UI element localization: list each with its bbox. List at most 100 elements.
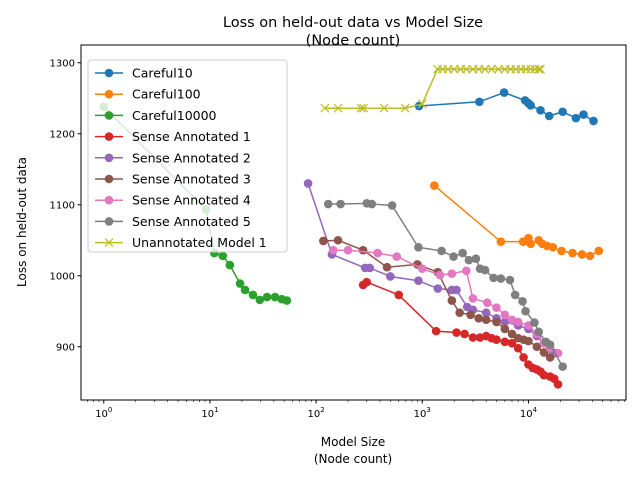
data-point	[536, 106, 545, 115]
legend-marker	[104, 217, 114, 226]
data-point	[323, 199, 333, 209]
data-point	[500, 310, 510, 320]
data-point	[218, 251, 228, 261]
data-point	[458, 248, 467, 258]
data-point	[328, 245, 338, 255]
data-point	[481, 308, 491, 317]
legend-label: Sense Annotated 2	[132, 150, 251, 165]
data-point	[493, 64, 503, 74]
x-tick-label: 102	[308, 406, 325, 420]
data-point	[431, 326, 441, 336]
series-line	[433, 185, 600, 257]
data-point	[255, 295, 265, 305]
data-point	[362, 277, 372, 287]
data-point	[526, 64, 536, 74]
data-point	[435, 270, 445, 280]
series-sense-annotated-4	[328, 245, 563, 358]
data-point	[387, 201, 397, 210]
data-point	[585, 251, 595, 261]
legend: Careful10 Careful100 Careful10000 Sense Ann…	[87, 59, 288, 253]
data-point	[510, 290, 520, 300]
data-point	[481, 315, 491, 325]
data-point	[365, 263, 375, 273]
data-point	[461, 64, 471, 74]
x-tick-label: 104	[520, 406, 538, 420]
data-point	[548, 243, 558, 252]
data-point	[452, 328, 461, 337]
data-point	[557, 246, 566, 256]
data-point	[499, 88, 509, 97]
data-point	[468, 333, 478, 342]
data-point	[333, 235, 343, 245]
data-point	[447, 269, 457, 278]
data-point	[392, 252, 402, 261]
data-point	[449, 252, 458, 261]
data-point	[500, 324, 510, 334]
data-point	[449, 64, 459, 74]
data-point	[460, 329, 469, 339]
data-point	[480, 265, 490, 275]
data-point	[526, 239, 535, 249]
legend-label: Careful10000	[132, 108, 217, 123]
x-tick-label: 101	[201, 406, 218, 420]
data-point	[579, 110, 588, 119]
data-point	[394, 290, 404, 300]
data-point	[530, 318, 539, 327]
data-point	[452, 285, 461, 295]
data-point	[558, 362, 567, 371]
x-tick-label: 100	[95, 406, 112, 420]
data-point	[471, 254, 481, 264]
legend-marker	[104, 111, 114, 120]
y-axis: 900 1000 1100 1200 1300	[50, 58, 81, 353]
data-point	[433, 284, 443, 293]
legend-item: Unannotated Model 1	[95, 235, 267, 250]
data-point	[400, 103, 410, 113]
data-point	[336, 199, 345, 209]
legend-label: Sense Annotated 5	[132, 214, 251, 229]
data-point	[225, 260, 235, 270]
legend-box	[87, 59, 288, 253]
data-point	[414, 276, 423, 286]
data-point	[417, 264, 427, 273]
series-unannotated-model-1	[320, 64, 545, 113]
y-tick-label: 1000	[50, 271, 75, 282]
data-point	[240, 285, 250, 295]
data-point	[558, 107, 567, 117]
y-axis-label: Loss on held-out data	[15, 157, 29, 287]
legend-label: Sense Annotated 1	[132, 129, 251, 144]
legend-marker	[104, 89, 114, 99]
y-tick-label: 1200	[50, 129, 75, 140]
data-point	[464, 255, 474, 265]
data-point	[492, 303, 501, 313]
legend-label: Careful10	[132, 66, 193, 81]
legend-item: Careful10000	[95, 108, 217, 123]
data-point	[466, 310, 475, 320]
legend-item: Sense Annotated 2	[95, 150, 251, 165]
data-point	[373, 248, 382, 258]
data-point	[483, 298, 492, 308]
data-point	[507, 329, 517, 339]
legend-label: Sense Annotated 3	[132, 172, 251, 187]
series-line	[324, 68, 541, 109]
x-axis: 100 101 102 103 104	[87, 400, 625, 420]
data-point	[594, 246, 604, 256]
data-point	[430, 181, 439, 190]
data-point	[235, 279, 245, 288]
data-point	[571, 113, 581, 123]
data-point	[521, 306, 530, 316]
legend-item: Careful100	[95, 87, 201, 102]
y-tick-label: 900	[56, 342, 75, 353]
legend-label: Sense Annotated 4	[132, 193, 251, 208]
data-point	[536, 64, 545, 74]
legend-item: Sense Annotated 4	[95, 193, 251, 208]
legend-marker	[104, 132, 114, 141]
data-point	[553, 380, 563, 389]
legend-marker	[104, 68, 114, 78]
legend-marker	[104, 195, 114, 205]
legend-item: Sense Annotated 1	[95, 129, 251, 144]
data-point	[462, 266, 471, 276]
data-point	[496, 274, 506, 283]
data-point	[417, 99, 427, 109]
data-point	[437, 246, 446, 256]
